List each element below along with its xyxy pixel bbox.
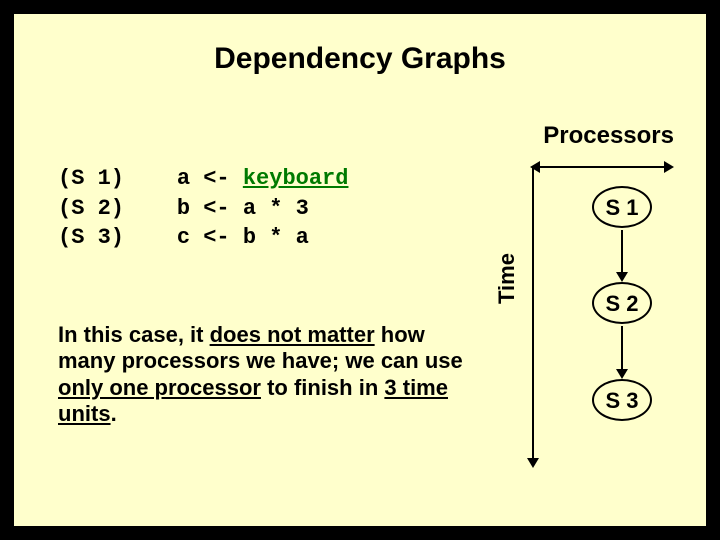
code-line: (S 1) a <- keyboard	[58, 166, 348, 191]
code-line: (S 3) c <- b * a	[58, 225, 309, 250]
node-s2: S 2	[592, 282, 652, 324]
time-axis	[532, 166, 534, 466]
keyword: keyboard	[243, 166, 349, 191]
slide-title: Dependency Graphs	[14, 42, 706, 76]
edge	[621, 230, 623, 280]
dependency-diagram: S 1 S 2 S 3	[532, 164, 682, 494]
code-block: (S 1) a <- keyboard (S 2) b <- a * 3 (S …	[58, 164, 348, 253]
processors-label: Processors	[543, 122, 674, 150]
code-line: (S 2) b <- a * 3	[58, 196, 309, 221]
edge	[621, 326, 623, 377]
processors-axis	[532, 166, 672, 168]
explanation-paragraph: In this case, it does not matter how man…	[58, 322, 488, 428]
slide: Dependency Graphs Processors (S 1) a <- …	[14, 14, 706, 526]
node-s1: S 1	[592, 186, 652, 228]
node-s3: S 3	[592, 379, 652, 421]
time-axis-label: Time	[494, 253, 520, 304]
